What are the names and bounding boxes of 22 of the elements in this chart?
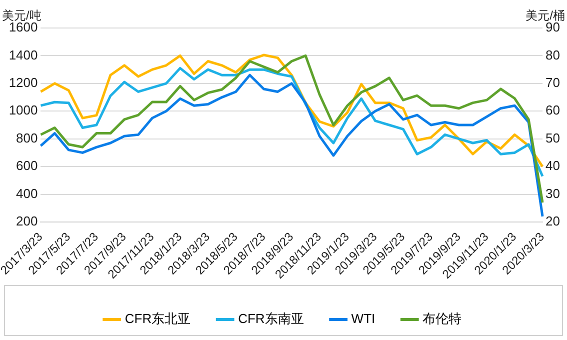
y2-tick-label: 70 <box>546 75 560 90</box>
legend-label: WTI <box>351 311 376 326</box>
legend-label: CFR东南亚 <box>238 311 304 326</box>
y2-tick-label: 60 <box>546 102 560 118</box>
y2-tick-label: 90 <box>546 20 560 35</box>
y-tick-label: 200 <box>16 214 38 229</box>
y2-tick-label: 20 <box>546 214 560 229</box>
y-tick-label: 1000 <box>8 102 38 118</box>
y-tick-label: 1200 <box>8 75 38 90</box>
y-tick-label: 1600 <box>8 20 38 35</box>
y2-tick-label: 30 <box>546 186 560 201</box>
y-tick-label: 400 <box>16 186 38 201</box>
y2-axis-title: 美元/桶 <box>526 8 565 22</box>
y-tick-label: 600 <box>16 158 38 174</box>
legend-label: CFR东北亚 <box>124 311 191 326</box>
y2-tick-label: 40 <box>546 158 560 174</box>
y-tick-label: 1400 <box>8 47 38 62</box>
y-tick-label: 800 <box>16 130 38 146</box>
y2-tick-label: 50 <box>546 130 560 146</box>
y-axis-title: 美元/吨 <box>2 8 42 22</box>
y2-tick-label: 80 <box>546 47 560 62</box>
legend-label: 布伦特 <box>422 311 462 326</box>
